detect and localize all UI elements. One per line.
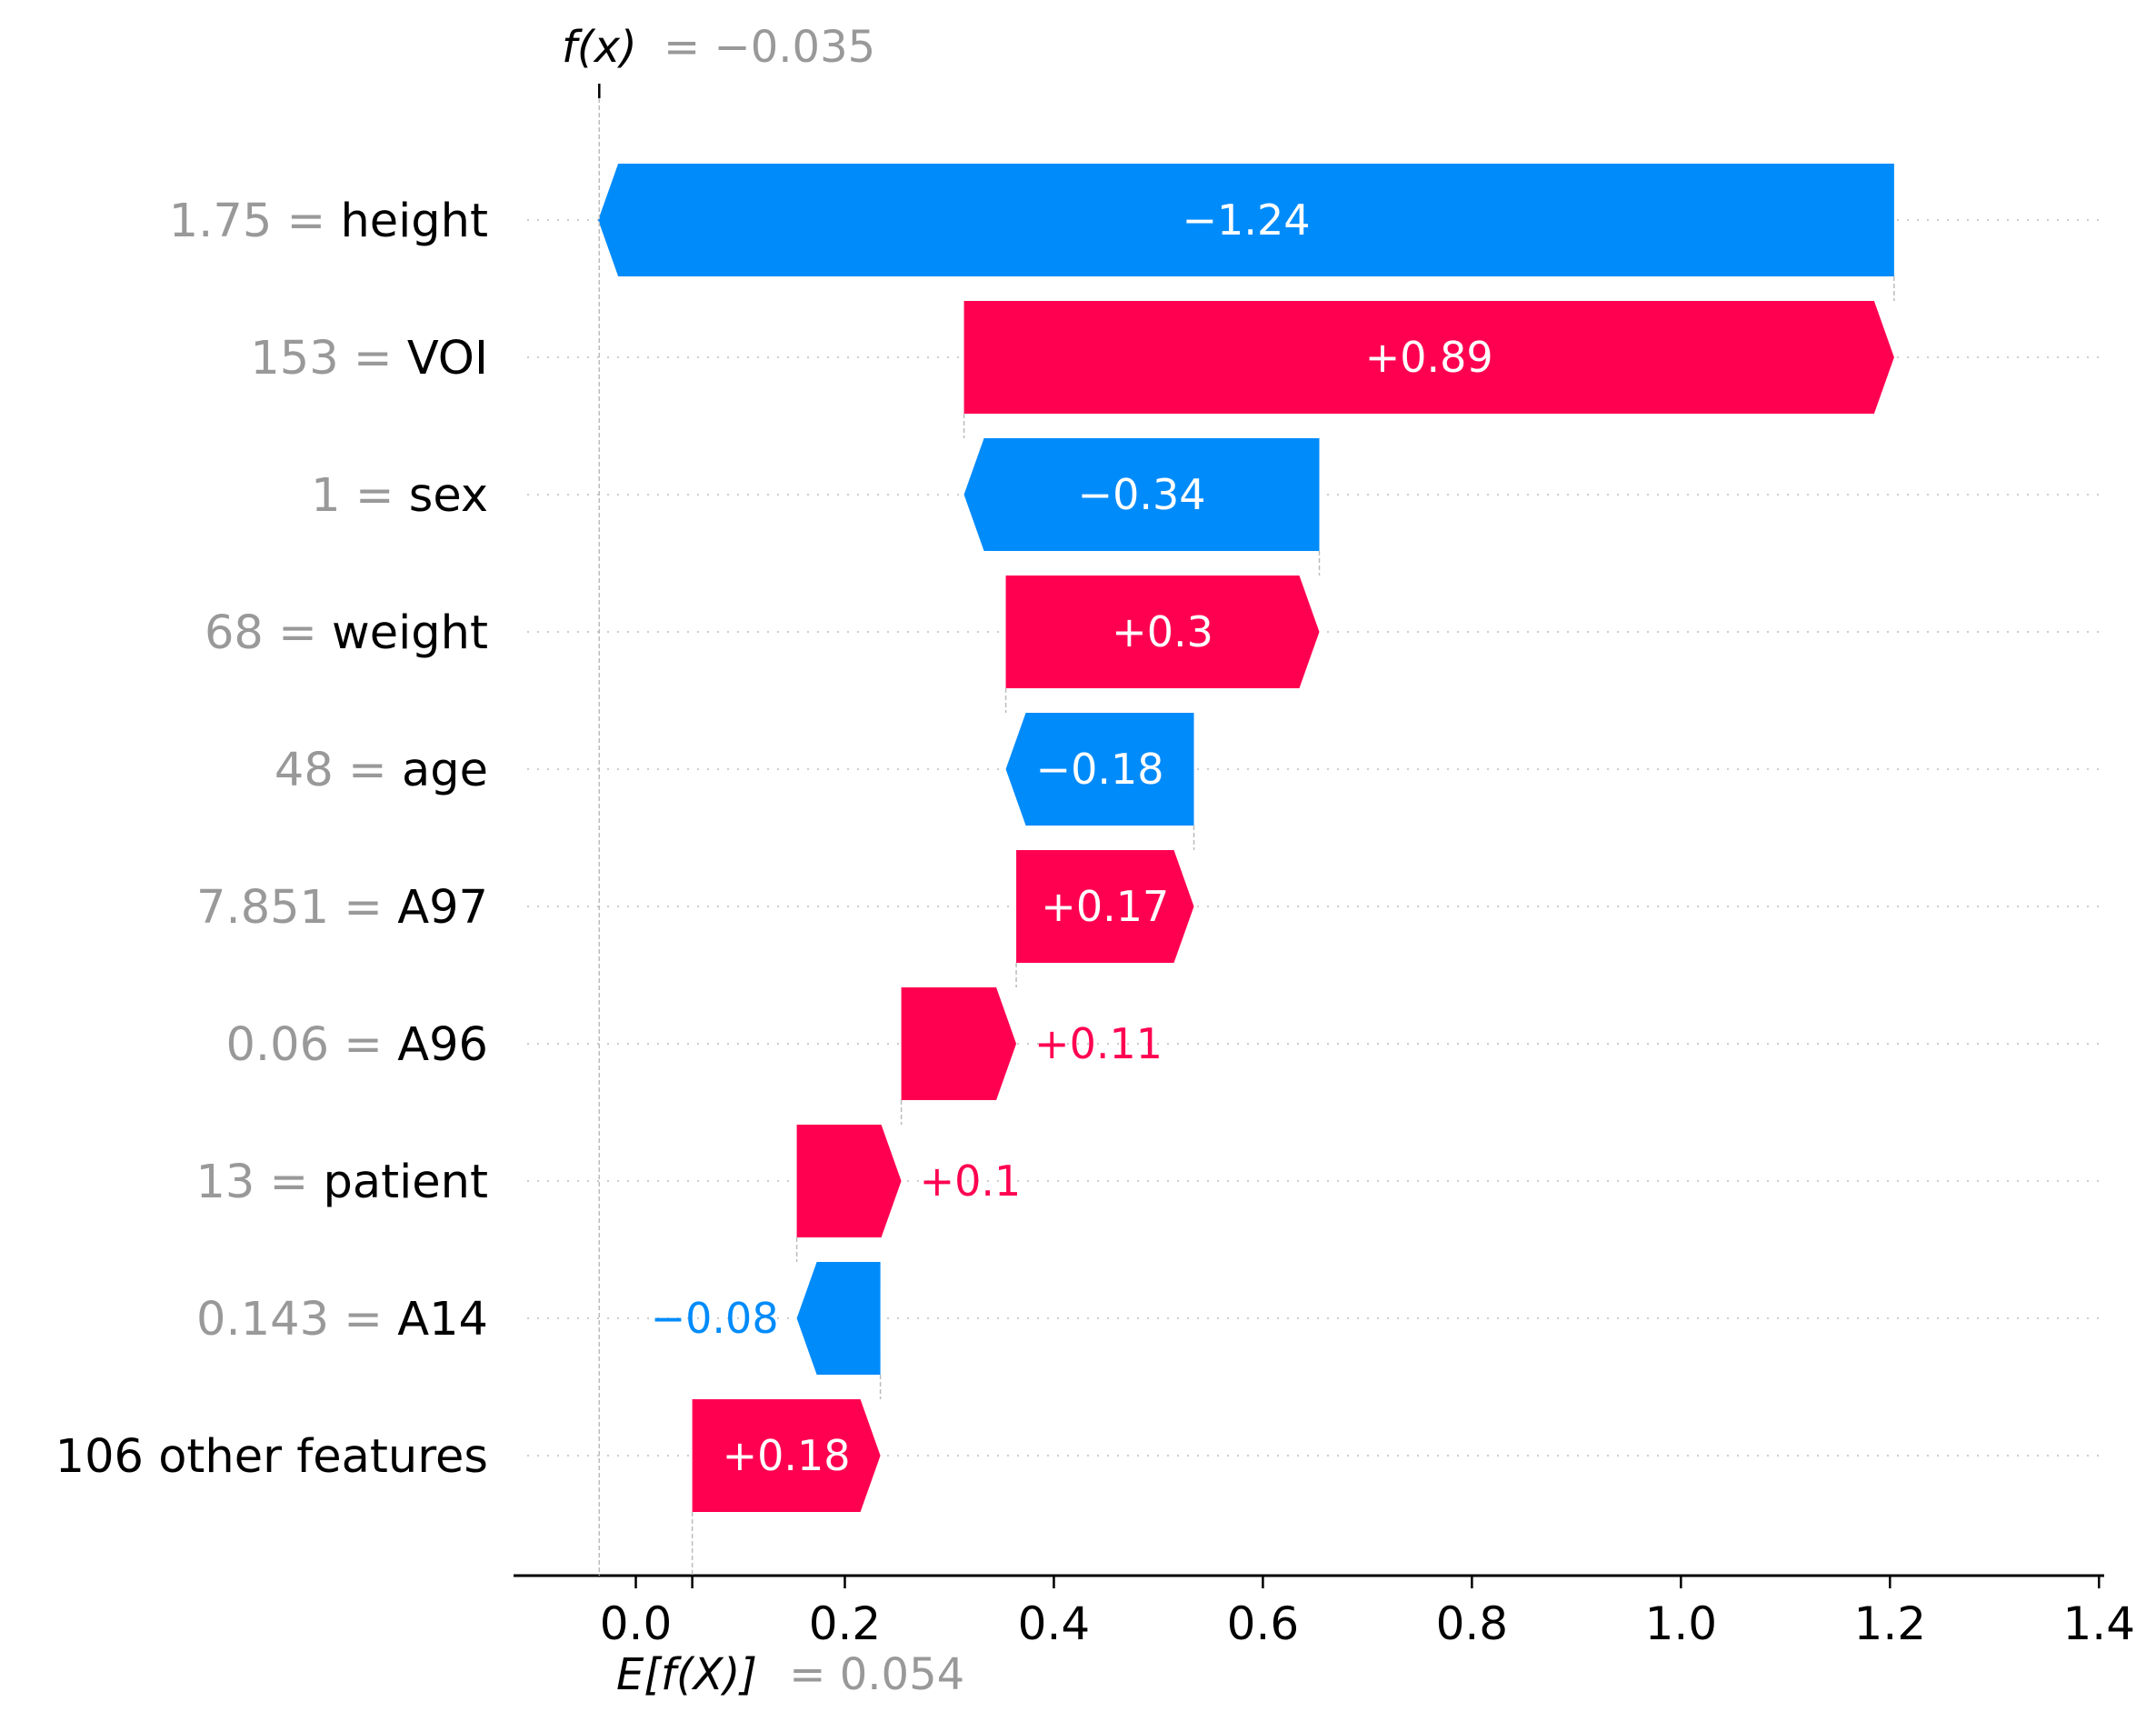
- output-value-annotation: f(x) = −0.035: [562, 22, 875, 1576]
- feature-value: 7.851 =: [196, 881, 397, 935]
- output-value-label: f(x): [562, 22, 637, 73]
- output-value-text: f(x) = −0.035: [562, 22, 875, 73]
- x-tick-label: 0.2: [809, 1597, 882, 1650]
- output-value-number: = −0.035: [664, 22, 875, 73]
- bar-value-label: −0.34: [1078, 470, 1206, 519]
- feature-value: 68 =: [205, 606, 332, 660]
- feature-name: patient: [324, 1156, 489, 1209]
- bar-value-label: −1.24: [1183, 195, 1311, 245]
- bar-value-label: +0.89: [1365, 333, 1493, 382]
- feature-label: 13 = patient: [195, 1156, 488, 1209]
- feature-name: sex: [409, 469, 488, 523]
- bar-value-label: +0.3: [1112, 607, 1213, 656]
- feature-label: 1.75 = height: [169, 195, 488, 248]
- x-tick-label: 0.4: [1018, 1597, 1091, 1650]
- feature-name: VOI: [407, 332, 488, 385]
- x-tick-label: 0.0: [600, 1597, 673, 1650]
- waterfall-bar: [963, 301, 1894, 414]
- feature-label: 106 other features: [55, 1430, 488, 1484]
- base-value-label: E[f(X)]: [616, 1649, 757, 1700]
- feature-label: 48 = age: [274, 744, 488, 797]
- base-value-text: E[f(X)] = 0.054: [616, 1649, 964, 1700]
- feature-value: 13 =: [195, 1156, 323, 1209]
- connector-lines: [795, 276, 1895, 1399]
- feature-label: 0.143 = A14: [196, 1293, 488, 1347]
- waterfall-bar: [901, 987, 1017, 1100]
- x-tick-label: 1.4: [2062, 1597, 2135, 1650]
- feature-label: 153 = VOI: [250, 332, 488, 385]
- bar-value-label: −0.08: [651, 1294, 779, 1343]
- feature-label: 7.851 = A97: [196, 881, 488, 935]
- waterfall-bar: [1005, 576, 1320, 688]
- waterfall-bar: [692, 1399, 881, 1512]
- feature-name: weight: [332, 606, 488, 660]
- feature-labels: 1.75 = height 153 = VOI 1 = sex 68 = weight…: [55, 195, 488, 1484]
- feature-name: height: [340, 195, 488, 248]
- contribution-labels: −1.24 +0.89 −0.34 +0.3 −0.18 +0.17 +0.11 +0.1 −0…: [651, 195, 1493, 1480]
- bar-value-label: +0.11: [1034, 1019, 1163, 1068]
- waterfall-bar: [796, 1262, 881, 1375]
- feature-value: 1.75 =: [169, 195, 341, 248]
- feature-name: 106 other features: [55, 1430, 488, 1484]
- bar-value-label: +0.17: [1041, 882, 1169, 931]
- feature-value: 0.06 =: [225, 1018, 397, 1072]
- feature-label: 68 = weight: [205, 606, 488, 660]
- feature-label: 1 = sex: [311, 469, 488, 523]
- feature-value: 0.143 =: [196, 1293, 397, 1347]
- feature-value: 48 =: [274, 744, 402, 797]
- waterfall-bar: [963, 438, 1320, 551]
- feature-name: age: [402, 744, 488, 797]
- feature-name: A97: [397, 881, 488, 935]
- waterfall-bar: [1005, 713, 1194, 826]
- feature-name: A96: [397, 1018, 488, 1072]
- x-tick-label: 0.6: [1227, 1597, 1300, 1650]
- base-value-number: = 0.054: [789, 1649, 964, 1700]
- x-axis: 0.0 0.2 0.4 0.6 0.8 1.0 1.2 1.4: [514, 1574, 2135, 1650]
- x-tick-label: 0.8: [1436, 1597, 1509, 1650]
- contribution-bars: [598, 164, 1894, 1512]
- waterfall-bar: [1016, 850, 1194, 963]
- waterfall-bar: [796, 1125, 902, 1237]
- base-value-annotation: E[f(X)] = 0.054: [616, 1512, 964, 1700]
- bar-value-label: +0.1: [920, 1156, 1022, 1206]
- feature-name: A14: [397, 1293, 488, 1347]
- feature-value: 153 =: [250, 332, 407, 385]
- feature-label: 0.06 = A96: [225, 1018, 488, 1072]
- feature-value: 1 =: [311, 469, 409, 523]
- x-tick-label: 1.0: [1645, 1597, 1718, 1650]
- x-tick-label: 1.2: [1854, 1597, 1927, 1650]
- bar-value-label: −0.18: [1036, 745, 1164, 794]
- bar-value-label: +0.18: [723, 1431, 851, 1480]
- waterfall-bar: [598, 164, 1894, 276]
